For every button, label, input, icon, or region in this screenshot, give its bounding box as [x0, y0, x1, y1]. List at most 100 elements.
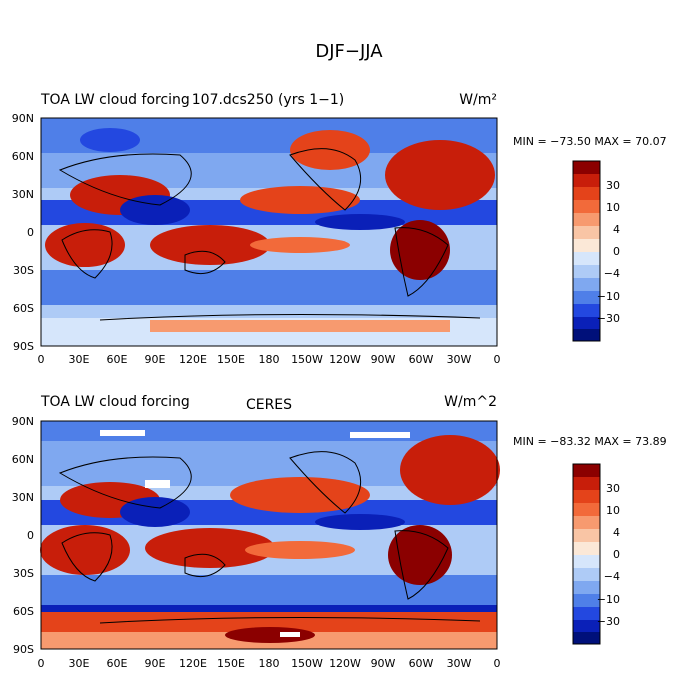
lon-tick-label: 120E	[179, 657, 207, 670]
missing-data	[145, 480, 170, 488]
lat-tick-label: 0	[27, 529, 34, 542]
missing-data	[280, 632, 300, 637]
colorbar-swatch	[573, 529, 600, 542]
min-max-stats: MIN = −73.50 MAX = 70.07	[513, 135, 667, 148]
field-blob	[80, 128, 140, 152]
lon-tick-label: 150W	[291, 353, 323, 366]
lon-tick-label: 120W	[329, 353, 361, 366]
lon-tick-label: 60E	[107, 657, 128, 670]
lat-tick-label: 30N	[12, 491, 34, 504]
field-blob	[245, 541, 355, 559]
map-frame	[40, 420, 498, 650]
colorbar-swatch	[573, 581, 600, 594]
colorbar-label: 0	[613, 548, 620, 561]
colorbar-swatch	[573, 607, 600, 620]
lat-tick-label: 90S	[13, 340, 34, 353]
colorbar-swatch	[573, 239, 600, 252]
lon-tick-label: 90W	[371, 657, 396, 670]
colorbar-swatch	[573, 516, 600, 529]
map-frame	[40, 117, 498, 347]
colorbar-swatch	[573, 632, 600, 644]
colorbar-swatch	[573, 174, 600, 187]
colorbar-swatch	[573, 265, 600, 278]
panel-units: W/m^2	[444, 394, 497, 410]
field-blob	[120, 195, 190, 225]
lat-tick-label: 90S	[13, 643, 34, 656]
colorbar-label: 4	[613, 526, 620, 539]
lat-tick-label: 30S	[13, 264, 34, 277]
lon-tick-label: 150W	[291, 657, 323, 670]
panel-obs: TOA LW cloud forcing CERES W/m^2	[12, 394, 667, 670]
colorbar-label: −30	[597, 615, 620, 628]
colorbar-swatch	[573, 200, 600, 213]
panel-units: W/m²	[459, 92, 497, 108]
colorbar-swatch	[573, 542, 600, 555]
lat-ticks: 90N 60N 30N 0 30S 60S 90S	[12, 415, 34, 656]
field-band	[150, 320, 450, 332]
colorbar-swatch	[573, 291, 600, 304]
min-max-stats: MIN = −83.32 MAX = 73.89	[513, 435, 667, 448]
panel-center-title: 107.dcs250 (yrs 1−1)	[192, 92, 344, 108]
lon-tick-label: 30W	[447, 657, 472, 670]
colorbar-swatch	[573, 213, 600, 226]
colorbar-frame	[572, 160, 601, 342]
panel-left-title: TOA LW cloud forcing	[40, 92, 190, 108]
lat-tick-label: 60N	[12, 453, 34, 466]
field-blob	[390, 220, 450, 280]
field-blob	[145, 528, 275, 568]
missing-data	[100, 430, 145, 436]
field-blob	[150, 225, 270, 265]
colorbar-swatch	[573, 568, 600, 581]
colorbar-label: −10	[597, 290, 620, 303]
lon-tick-label: 30E	[69, 353, 90, 366]
colorbar-label: −4	[604, 570, 620, 583]
colorbar-swatch	[573, 464, 600, 477]
lon-tick-label: 120E	[179, 353, 207, 366]
colorbar-label: −10	[597, 593, 620, 606]
lon-tick-label: 90W	[371, 353, 396, 366]
field-blob	[45, 223, 125, 267]
lon-tick-label: 0	[494, 657, 501, 670]
colorbar-swatch	[573, 477, 600, 490]
lon-tick-label: 30W	[447, 353, 472, 366]
lon-tick-label: 180	[259, 353, 280, 366]
colorbar-swatch	[573, 278, 600, 291]
page-title: DJF−JJA	[315, 41, 383, 62]
map-field	[41, 118, 497, 346]
lon-tick-label: 60E	[107, 353, 128, 366]
colorbar-label: −4	[604, 267, 620, 280]
lon-tick-label: 90E	[145, 657, 166, 670]
field-blob	[315, 214, 405, 230]
colorbar-swatch	[573, 329, 600, 341]
lon-tick-label: 60W	[409, 353, 434, 366]
colorbar-swatch	[573, 503, 600, 516]
colorbar-swatch	[573, 620, 600, 632]
colorbar-label: 10	[606, 201, 620, 214]
coastline-outline	[58, 451, 481, 624]
field-blob	[400, 435, 500, 505]
colorbar-label: −30	[597, 312, 620, 325]
lat-tick-label: 30S	[13, 567, 34, 580]
colorbar-frame	[572, 463, 601, 645]
lat-tick-label: 90N	[12, 112, 34, 125]
colorbar-swatch	[573, 252, 600, 265]
lat-tick-label: 90N	[12, 415, 34, 428]
colorbar-swatch	[573, 317, 600, 329]
colorbar-swatch	[573, 594, 600, 607]
colorbar-label: 30	[606, 482, 620, 495]
panel-left-title: TOA LW cloud forcing	[40, 394, 190, 410]
colorbar-label: 0	[613, 245, 620, 258]
field-band	[41, 612, 497, 632]
lat-tick-label: 60S	[13, 302, 34, 315]
field-blob	[290, 130, 370, 170]
colorbar-swatch	[573, 490, 600, 503]
lon-ticks: 0 30E 60E 90E 120E 150E 180 150W 120W 90…	[38, 657, 501, 670]
lat-tick-label: 0	[27, 226, 34, 239]
lon-tick-label: 0	[494, 353, 501, 366]
colorbar: 30 10 4 0 −4 −10 −30	[572, 160, 620, 342]
lon-tick-label: 0	[38, 353, 45, 366]
colorbar: 30 10 4 0 −4 −10 −30	[572, 463, 620, 645]
lon-tick-label: 0	[38, 657, 45, 670]
lon-tick-label: 90E	[145, 353, 166, 366]
panel-center-title: CERES	[246, 397, 292, 413]
